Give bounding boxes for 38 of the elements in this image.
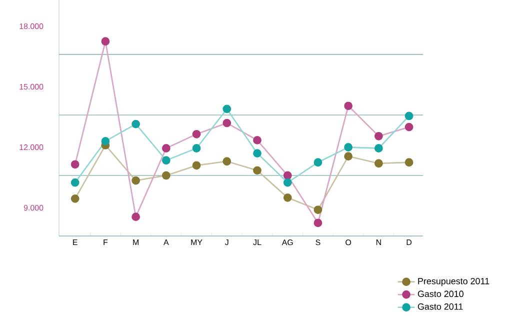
point: [192, 161, 201, 170]
point: [192, 144, 201, 152]
point: [374, 132, 383, 140]
point: [374, 144, 383, 152]
point: [374, 159, 383, 168]
point: [132, 176, 140, 185]
point: [162, 171, 170, 180]
point: [70, 178, 80, 187]
point: [253, 166, 262, 175]
point: [344, 102, 353, 110]
point: [344, 152, 353, 161]
point: [132, 120, 140, 128]
point: [222, 118, 232, 128]
point: [222, 157, 232, 166]
point: [162, 156, 170, 165]
point: [162, 144, 170, 152]
point: [404, 158, 414, 167]
legend-label: Presupuesto 2011: [418, 278, 490, 286]
point: [404, 122, 414, 132]
point: [314, 218, 322, 228]
point: [70, 194, 80, 203]
point: [344, 143, 353, 152]
point: [283, 171, 292, 180]
point: [253, 136, 262, 144]
point: [101, 136, 110, 146]
point: [132, 212, 140, 222]
point: [283, 193, 292, 202]
point: [101, 37, 110, 46]
point: [70, 160, 80, 169]
point: [283, 178, 292, 187]
point: [314, 158, 322, 167]
legend-label: Gasto 2010: [418, 290, 464, 298]
legend-label: Gasto 2011: [418, 303, 463, 310]
point: [253, 149, 262, 158]
point: [404, 112, 414, 120]
point: [314, 206, 322, 214]
point: [222, 104, 232, 114]
point: [192, 130, 201, 138]
